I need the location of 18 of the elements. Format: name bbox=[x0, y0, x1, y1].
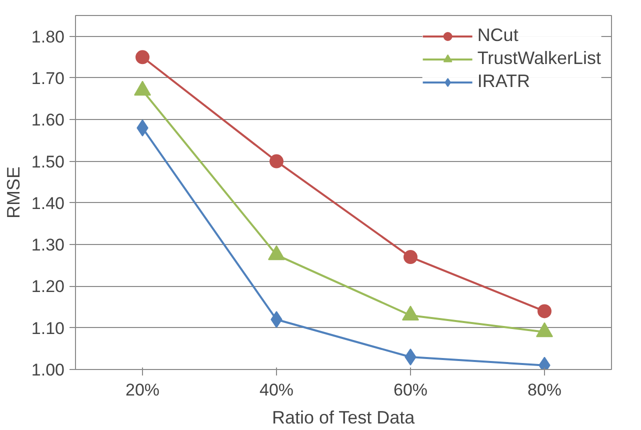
x-tick-label: 60% bbox=[393, 380, 428, 400]
y-tick-label: 1.50 bbox=[31, 152, 65, 172]
y-tick-label: 1.80 bbox=[31, 27, 65, 46]
x-axis-title: Ratio of Test Data bbox=[272, 408, 416, 428]
y-tick-label: 1.30 bbox=[31, 236, 65, 255]
x-tick-label: 40% bbox=[259, 380, 294, 400]
y-tick-label: 1.10 bbox=[31, 318, 65, 338]
x-tick-label: 20% bbox=[125, 380, 160, 400]
legend-label: TrustWalkerList bbox=[477, 48, 601, 69]
y-tick-label: 1.00 bbox=[31, 360, 65, 380]
x-tick-label: 80% bbox=[527, 380, 562, 400]
legend-label: NCut bbox=[477, 25, 518, 46]
legend-label: IRATR bbox=[477, 71, 530, 92]
y-axis-title: RMSE bbox=[3, 166, 24, 218]
y-tick-label: 1.20 bbox=[31, 277, 65, 296]
y-tick-label: 1.70 bbox=[31, 68, 65, 88]
y-tick-label: 1.60 bbox=[31, 110, 65, 130]
y-tick-label: 1.40 bbox=[31, 194, 65, 213]
